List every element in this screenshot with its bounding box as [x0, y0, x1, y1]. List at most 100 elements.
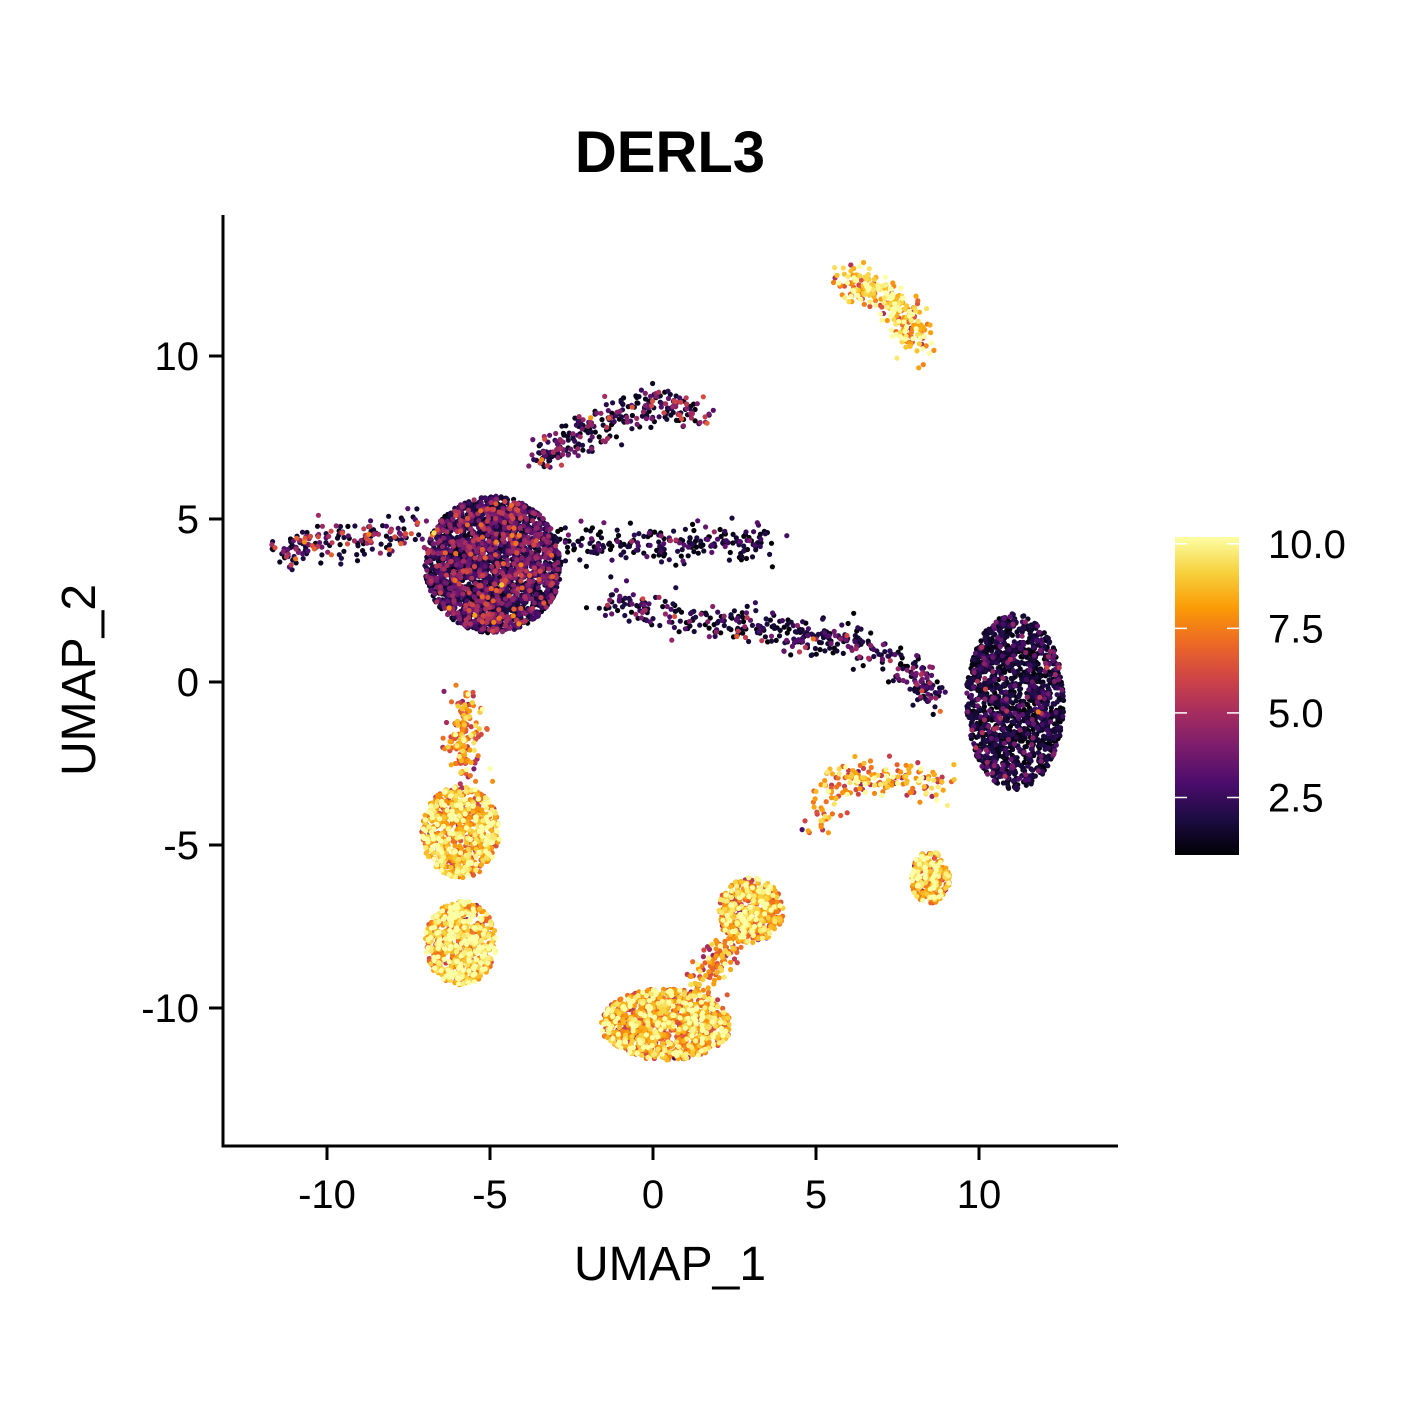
cell-point — [900, 666, 906, 672]
cell-point — [845, 620, 851, 627]
cell-point — [978, 683, 984, 689]
cell-point — [974, 703, 981, 709]
cell-point — [895, 666, 901, 672]
cell-point — [671, 624, 678, 631]
cell-point — [648, 424, 654, 430]
cell-point — [624, 419, 630, 425]
cell-point — [682, 526, 689, 532]
cell-point — [437, 538, 443, 544]
cell-point — [820, 616, 826, 622]
cell-point — [733, 617, 740, 623]
cell-point — [473, 624, 479, 630]
cell-point — [994, 736, 1000, 742]
cell-point — [483, 579, 489, 585]
cell-point — [983, 668, 989, 674]
cell-point — [721, 613, 727, 619]
cell-point — [670, 403, 676, 410]
cell-point — [995, 649, 1001, 655]
cell-point — [457, 616, 463, 622]
cell-point — [763, 616, 769, 622]
cell-point — [984, 759, 990, 766]
cell-point — [607, 597, 613, 603]
cell-point — [673, 562, 679, 568]
cell-point — [318, 560, 324, 566]
cell-point — [577, 557, 583, 563]
cell-point — [568, 446, 574, 452]
cell-point — [299, 529, 306, 535]
cell-point — [942, 689, 948, 695]
cell-point — [616, 598, 622, 604]
cell-point — [996, 684, 1002, 690]
cell-point — [280, 549, 286, 555]
cell-point — [756, 628, 763, 635]
cell-point — [768, 633, 775, 639]
cell-point — [1045, 635, 1051, 641]
cell-point — [598, 410, 604, 416]
cell-point — [1052, 671, 1058, 678]
cell-point — [535, 585, 541, 591]
cell-point — [992, 676, 998, 683]
cell-point — [504, 602, 510, 608]
cell-point — [427, 558, 433, 564]
cell-point — [692, 418, 698, 424]
cell-point — [855, 625, 861, 631]
cell-point — [964, 690, 970, 696]
cell-point — [448, 510, 454, 516]
cell-point — [493, 496, 500, 502]
cell-point — [405, 506, 411, 512]
cell-point — [535, 561, 542, 567]
cell-point — [600, 542, 606, 549]
cell-point — [784, 637, 790, 644]
cell-point — [726, 557, 733, 563]
cell-point — [305, 548, 311, 554]
cell-point — [315, 512, 321, 518]
cell-point — [729, 515, 735, 521]
cell-point — [1016, 661, 1022, 667]
cell-point — [812, 645, 819, 652]
cell-point — [489, 564, 495, 570]
cell-point — [370, 531, 376, 538]
cell-point — [726, 625, 732, 632]
cell-point — [524, 528, 531, 534]
cell-point — [999, 753, 1005, 760]
cell-point — [706, 625, 712, 631]
cell-point — [546, 566, 552, 572]
cell-point — [860, 663, 866, 669]
cell-point — [644, 554, 650, 560]
cell-point — [1029, 767, 1035, 773]
cell-point — [579, 426, 585, 432]
cell-point — [981, 655, 987, 662]
cell-point — [533, 591, 540, 597]
cell-point — [792, 629, 799, 635]
cell-point — [578, 542, 584, 549]
cell-point — [991, 778, 997, 784]
cell-point — [431, 590, 437, 596]
cell-point — [624, 414, 630, 420]
cell-point — [640, 409, 647, 415]
cell-point — [1032, 683, 1038, 690]
cell-point — [351, 538, 357, 544]
cell-point — [534, 525, 540, 531]
cell-point — [1021, 613, 1027, 619]
cell-point — [529, 596, 535, 602]
cell-point — [713, 629, 719, 635]
cell-point — [626, 618, 632, 624]
cell-point — [703, 524, 709, 530]
cell-point — [755, 622, 761, 629]
cell-point — [300, 555, 306, 562]
cell-point — [928, 695, 934, 701]
cell-point — [487, 547, 493, 553]
cell-point — [1051, 751, 1057, 757]
cell-point — [684, 405, 690, 412]
cell-point — [741, 543, 747, 549]
cell-point — [1024, 694, 1030, 700]
cell-point — [657, 622, 663, 629]
cell-point — [548, 526, 554, 532]
cell-point — [799, 827, 805, 833]
cell-point — [540, 515, 546, 522]
cell-point — [993, 619, 999, 625]
cell-point — [1018, 686, 1024, 692]
cell-point — [647, 542, 653, 549]
cell-point — [537, 441, 544, 448]
cell-point — [800, 619, 806, 625]
